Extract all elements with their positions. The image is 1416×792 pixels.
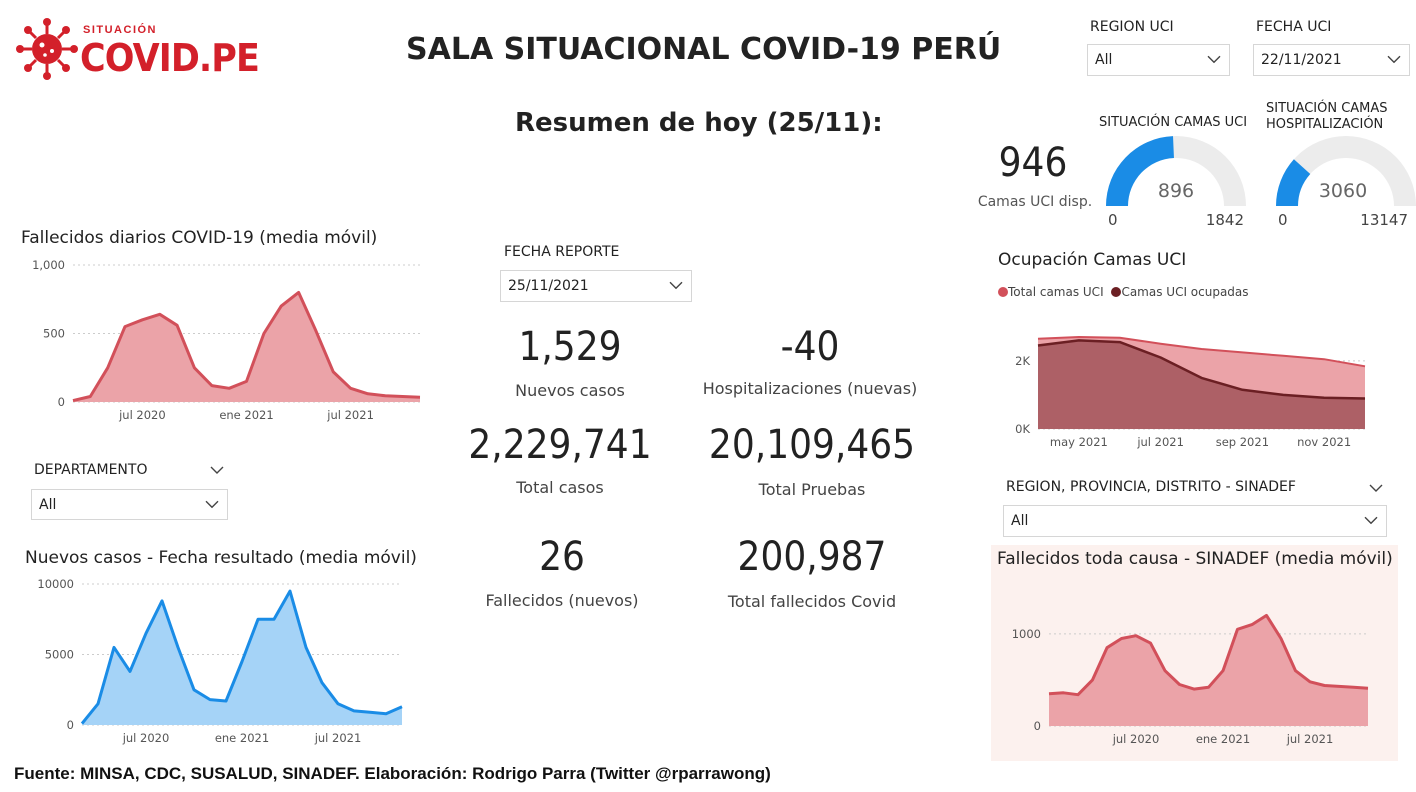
- chevron-down-icon: [1207, 55, 1221, 64]
- kpi-fallecidos-nuevos-label: Fallecidos (nuevos): [485, 591, 639, 610]
- gauge-hosp-title: SITUACIÓN CAMAS HOSPITALIZACIÓN: [1266, 101, 1388, 132]
- camas-uci-disp-label: Camas UCI disp.: [977, 194, 1093, 210]
- gauge-hosp-min: 0: [1278, 211, 1288, 229]
- kpi-total-pruebas-label: Total Pruebas: [758, 480, 866, 499]
- x-tick-label: ene 2021: [215, 731, 269, 745]
- kpi-total-fallecidos-label: Total fallecidos Covid: [727, 592, 897, 611]
- fecha-uci-value: 22/11/2021: [1261, 52, 1342, 68]
- chart-fallecidos: 0 500 1,000 jul 2020 ene 2021 jul 2021: [32, 258, 421, 422]
- y-tick-label: 0K: [1015, 422, 1030, 436]
- footer-source: Fuente: MINSA, CDC, SUSALUD, SINADEF. El…: [14, 764, 771, 783]
- x-tick-label: nov 2021: [1297, 435, 1351, 449]
- x-tick-label: sep 2021: [1216, 435, 1269, 449]
- y-tick-label: 1,000: [32, 258, 65, 272]
- departamento-label: DEPARTAMENTO: [34, 462, 148, 478]
- y-tick-label: 0: [58, 395, 65, 409]
- x-tick-label: jul 2021: [1286, 732, 1334, 746]
- virus-icon: [16, 18, 78, 80]
- kpi-total-casos-value: 2,229,741: [468, 422, 652, 468]
- kpi-nuevos-casos-label: Nuevos casos: [515, 381, 625, 400]
- logo-small-text: SITUACIÓN: [83, 24, 157, 36]
- kpi-fallecidos-nuevos-value: 26: [539, 534, 585, 580]
- gauge-hosp-fill: [1276, 159, 1311, 206]
- gauge-uci-max: 1842: [1205, 211, 1244, 229]
- gauge-hosp-max: 13147: [1360, 211, 1408, 229]
- region-sinadef-value: All: [1011, 513, 1029, 529]
- fecha-uci-dropdown[interactable]: 22/11/2021: [1253, 44, 1410, 76]
- legend-total-label: Total camas UCI: [1008, 285, 1104, 299]
- fecha-uci-label: FECHA UCI: [1256, 19, 1332, 35]
- kpi-hospitalizaciones-label: Hospitalizaciones (nuevas): [702, 379, 918, 398]
- chart-casos: 0 5000 10000 jul 2020 ene 2021 jul 2021: [37, 577, 403, 745]
- x-tick-label: jul 2021: [314, 731, 362, 745]
- series-area: [82, 591, 402, 725]
- region-uci-label: REGION UCI: [1090, 19, 1174, 35]
- chart-ocupacion-legend: Total camas UCI Camas UCI ocupadas: [998, 285, 1249, 299]
- kpi-total-fallecidos-value: 200,987: [737, 534, 887, 580]
- series-area: [1038, 340, 1365, 429]
- chevron-down-icon: [669, 281, 683, 290]
- fecha-reporte-value: 25/11/2021: [508, 278, 589, 294]
- kpi-nuevos-casos-value: 1,529: [518, 324, 622, 370]
- region-sinadef-dropdown[interactable]: All: [1003, 505, 1387, 537]
- page-title: SALA SITUACIONAL COVID-19 PERÚ: [406, 32, 1002, 67]
- chevron-down-icon: [1387, 55, 1401, 64]
- region-uci-value: All: [1095, 52, 1113, 68]
- chevron-down-icon: [1364, 516, 1378, 525]
- kpi-total-pruebas-value: 20,109,465: [708, 422, 916, 468]
- y-tick-label: 0: [1034, 719, 1041, 733]
- y-tick-label: 2K: [1015, 354, 1030, 368]
- fecha-reporte-dropdown[interactable]: 25/11/2021: [500, 270, 692, 302]
- y-tick-label: 1000: [1012, 627, 1041, 641]
- gauge-uci-value: 896: [1157, 180, 1195, 202]
- chart-ocupacion: 0K 2K may 2021 jul 2021 sep 2021 nov 2021: [1015, 336, 1366, 449]
- gauge-hosp: [1276, 135, 1416, 206]
- y-tick-label: 5000: [45, 648, 74, 662]
- chart-sinadef: 0 1000 jul 2020 ene 2021 jul 2021: [1012, 613, 1369, 746]
- chart-ocupacion-title: Ocupación Camas UCI: [998, 250, 1187, 270]
- x-tick-label: jul 2020: [1112, 732, 1160, 746]
- chart-sinadef-title: Fallecidos toda causa - SINADEF (media m…: [997, 549, 1393, 569]
- gauge-uci: [1106, 135, 1246, 206]
- series-area: [73, 292, 420, 402]
- gauge-uci-min: 0: [1108, 211, 1118, 229]
- x-tick-label: jul 2021: [326, 408, 374, 422]
- chevron-down-icon[interactable]: [1369, 484, 1383, 492]
- departamento-dropdown[interactable]: All: [31, 489, 228, 520]
- region-sinadef-label: REGION, PROVINCIA, DISTRITO - SINADEF: [1006, 479, 1296, 495]
- y-tick-label: 0: [67, 718, 74, 732]
- x-tick-label: may 2021: [1050, 435, 1108, 449]
- chevron-down-icon[interactable]: [210, 466, 224, 474]
- fecha-reporte-label: FECHA REPORTE: [504, 244, 620, 260]
- logo-big-text: COVID.PE: [80, 36, 260, 80]
- y-tick-label: 500: [43, 327, 65, 341]
- camas-uci-disp-value: 946: [998, 140, 1068, 186]
- x-tick-label: ene 2021: [1196, 732, 1250, 746]
- x-tick-label: jul 2020: [118, 408, 166, 422]
- legend-dot-icon: [1111, 287, 1122, 297]
- legend-dot-icon: [998, 287, 1008, 297]
- gauge-hosp-track: [1276, 135, 1416, 206]
- legend-ocupadas-label: Camas UCI ocupadas: [1121, 285, 1249, 299]
- kpi-hospitalizaciones-value: -40: [780, 324, 840, 370]
- logo: SITUACIÓN COVID.PE: [16, 16, 260, 86]
- chart-fallecidos-title: Fallecidos diarios COVID-19 (media móvil…: [21, 228, 378, 248]
- kpi-total-casos-label: Total casos: [516, 478, 604, 497]
- page-subtitle: Resumen de hoy (25/11):: [515, 108, 883, 138]
- region-uci-dropdown[interactable]: All: [1087, 44, 1230, 76]
- gauge-hosp-value: 3060: [1318, 180, 1368, 202]
- chevron-down-icon: [205, 500, 219, 508]
- gauge-uci-fill: [1106, 136, 1174, 206]
- chart-casos-title: Nuevos casos - Fecha resultado (media mó…: [25, 548, 417, 568]
- gauge-uci-title: SITUACIÓN CAMAS UCI: [1099, 115, 1248, 130]
- y-tick-label: 10000: [37, 577, 74, 591]
- x-tick-label: jul 2021: [1136, 435, 1184, 449]
- x-tick-label: ene 2021: [219, 408, 273, 422]
- series-area: [1049, 615, 1368, 726]
- x-tick-label: jul 2020: [122, 731, 170, 745]
- departamento-value: All: [39, 496, 57, 513]
